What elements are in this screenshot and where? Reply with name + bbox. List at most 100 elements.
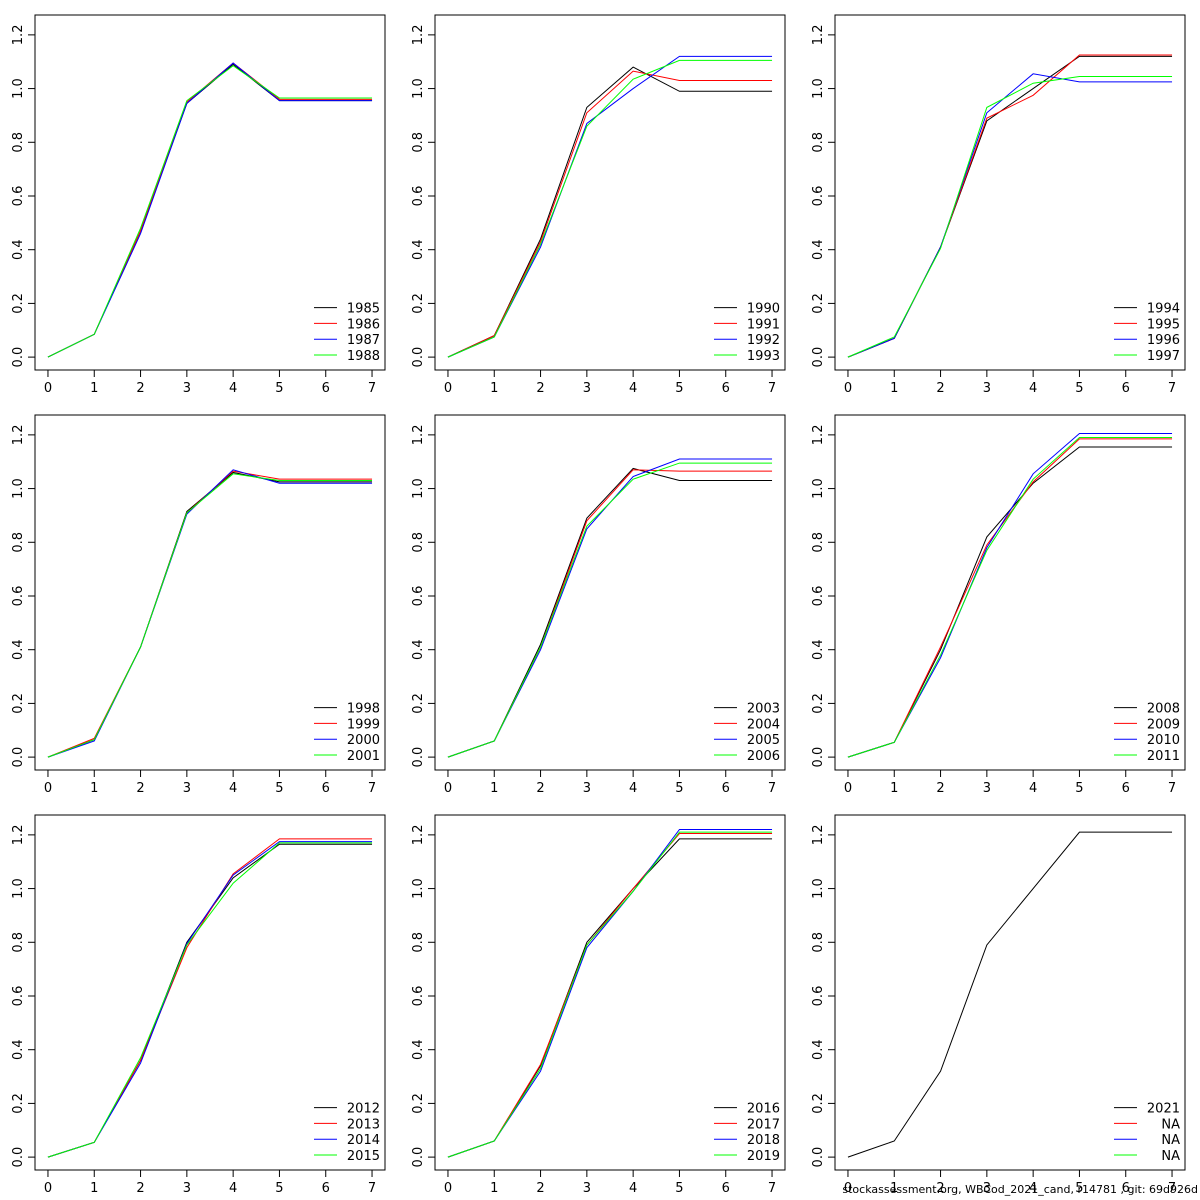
- y-tick-label: 1.2: [811, 25, 826, 46]
- y-tick-label: 0.0: [811, 347, 826, 368]
- x-tick-label: 1: [90, 381, 98, 396]
- x-tick-label: 2: [136, 1181, 144, 1196]
- x-tick-label: 5: [675, 381, 683, 396]
- y-tick-label: 0.0: [11, 347, 26, 368]
- y-tick-label: 0.4: [411, 239, 426, 260]
- y-tick-label: 0.4: [411, 1039, 426, 1060]
- legend-label: 1985: [347, 302, 380, 317]
- series-line: [447, 70, 773, 358]
- x-tick-label: 0: [44, 381, 52, 396]
- x-tick-label: 2: [136, 781, 144, 796]
- x-tick-label: 0: [844, 1181, 852, 1196]
- x-tick-label: 6: [1122, 381, 1130, 396]
- legend-label: 2006: [747, 749, 780, 764]
- y-tick-label: 1.0: [811, 878, 826, 899]
- x-tick-label: 3: [183, 381, 191, 396]
- x-tick-label: 5: [1075, 381, 1083, 396]
- x-tick-label: 5: [275, 781, 283, 796]
- y-tick-label: 0.8: [11, 932, 26, 953]
- y-tick-label: 0.4: [811, 1039, 826, 1060]
- y-tick-label: 0.8: [411, 132, 426, 153]
- x-tick-label: 7: [368, 381, 376, 396]
- legend-label: 1993: [747, 349, 780, 364]
- x-tick-label: 4: [1029, 1181, 1037, 1196]
- legend-label: 2011: [1147, 749, 1180, 764]
- legend-label: 2009: [1147, 717, 1180, 732]
- x-tick-label: 2: [536, 381, 544, 396]
- y-tick-label: 0.4: [811, 239, 826, 260]
- y-tick-label: 1.0: [11, 878, 26, 899]
- series-line: [47, 65, 373, 358]
- x-tick-label: 4: [229, 1181, 237, 1196]
- legend-label: 2001: [347, 749, 380, 764]
- x-tick-label: 1: [90, 1181, 98, 1196]
- series-line: [447, 831, 773, 1158]
- x-tick-label: 2: [936, 781, 944, 796]
- legend-label: NA: [1161, 1149, 1180, 1164]
- y-tick-label: 0.2: [11, 293, 26, 314]
- x-tick-label: 0: [444, 1181, 452, 1196]
- y-tick-label: 0.2: [11, 693, 26, 714]
- y-tick-label: 0.0: [11, 1147, 26, 1168]
- x-tick-label: 7: [1168, 381, 1176, 396]
- y-tick-label: 1.0: [411, 478, 426, 499]
- y-tick-label: 0.4: [11, 1039, 26, 1060]
- x-tick-label: 1: [490, 781, 498, 796]
- legend-label: 1987: [347, 333, 380, 348]
- x-tick-label: 2: [536, 781, 544, 796]
- legend-label: NA: [1161, 1117, 1180, 1132]
- legend-label: 2003: [747, 702, 780, 717]
- x-tick-label: 0: [444, 781, 452, 796]
- y-tick-label: 0.6: [411, 586, 426, 607]
- series-line: [847, 437, 1173, 758]
- y-tick-label: 0.0: [411, 1147, 426, 1168]
- x-tick-label: 7: [1168, 781, 1176, 796]
- y-tick-label: 0.6: [11, 186, 26, 207]
- x-tick-label: 1: [90, 781, 98, 796]
- y-tick-label: 0.4: [11, 239, 26, 260]
- legend-label: 1992: [747, 333, 780, 348]
- y-tick-label: 1.0: [11, 478, 26, 499]
- legend-label: 1988: [347, 349, 380, 364]
- x-tick-label: 3: [583, 781, 591, 796]
- legend-label: 1990: [747, 302, 780, 317]
- series-line: [447, 59, 773, 358]
- series-line: [47, 473, 373, 758]
- x-tick-label: 5: [1075, 1181, 1083, 1196]
- y-tick-label: 1.2: [11, 425, 26, 446]
- x-tick-label: 0: [44, 781, 52, 796]
- legend-label: 1991: [747, 317, 780, 332]
- y-tick-label: 1.0: [411, 878, 426, 899]
- legend-label: 1994: [1147, 302, 1180, 317]
- x-tick-label: 1: [490, 1181, 498, 1196]
- x-tick-label: 2: [136, 381, 144, 396]
- x-tick-label: 3: [583, 1181, 591, 1196]
- x-tick-label: 5: [275, 381, 283, 396]
- legend-label: 2008: [1147, 702, 1180, 717]
- legend-label: 1999: [347, 717, 380, 732]
- x-tick-label: 3: [183, 1181, 191, 1196]
- legend-label: 1998: [347, 702, 380, 717]
- y-tick-label: 0.6: [411, 186, 426, 207]
- y-tick-label: 0.0: [411, 347, 426, 368]
- x-tick-label: 1: [890, 781, 898, 796]
- legend-label: 2010: [1147, 733, 1180, 748]
- x-tick-label: 6: [722, 1181, 730, 1196]
- legend-label: 2004: [747, 717, 780, 732]
- y-tick-label: 0.8: [811, 132, 826, 153]
- x-tick-label: 4: [1029, 781, 1037, 796]
- x-tick-label: 2: [536, 1181, 544, 1196]
- x-tick-label: 3: [983, 781, 991, 796]
- y-tick-label: 0.6: [11, 986, 26, 1007]
- x-tick-label: 4: [229, 381, 237, 396]
- x-tick-label: 6: [722, 381, 730, 396]
- x-tick-label: 7: [768, 781, 776, 796]
- y-tick-label: 0.4: [811, 639, 826, 660]
- x-tick-label: 6: [1122, 1181, 1130, 1196]
- x-tick-label: 5: [275, 1181, 283, 1196]
- legend-label: 2019: [747, 1149, 780, 1164]
- x-tick-label: 4: [1029, 381, 1037, 396]
- y-tick-label: 0.4: [411, 639, 426, 660]
- x-tick-label: 4: [229, 781, 237, 796]
